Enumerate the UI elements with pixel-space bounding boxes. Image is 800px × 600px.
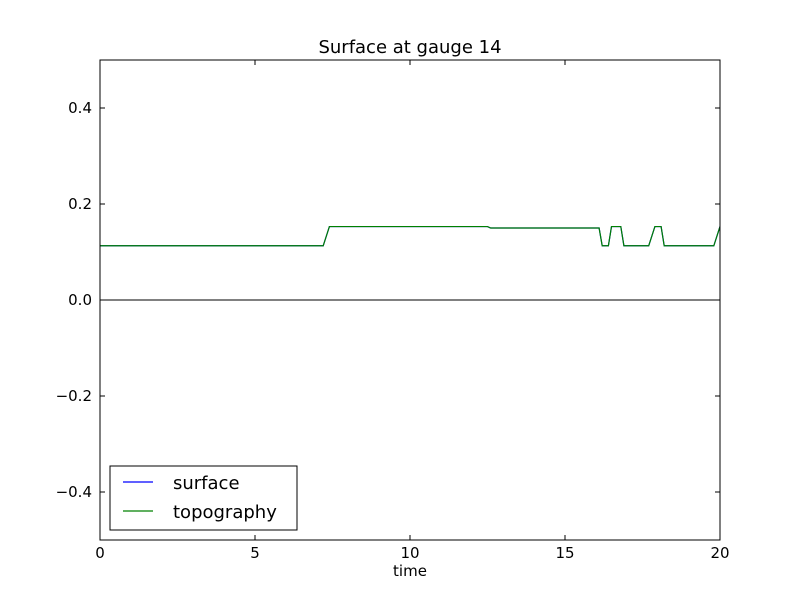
series-line-topography bbox=[100, 225, 721, 247]
y-tick-label: 0.4 bbox=[68, 99, 92, 117]
chart-title: Surface at gauge 14 bbox=[318, 37, 501, 58]
legend-label-topography: topography bbox=[173, 502, 277, 523]
x-tick-label: 20 bbox=[710, 544, 729, 562]
x-tick-label: 0 bbox=[95, 544, 105, 562]
legend-label-surface: surface bbox=[173, 473, 240, 494]
x-tick-label: 5 bbox=[250, 544, 260, 562]
y-tick-label: 0.0 bbox=[68, 291, 92, 309]
series-layer bbox=[100, 225, 721, 247]
legend-box bbox=[109, 465, 298, 531]
x-ticks: 0 5 10 15 20 bbox=[95, 60, 730, 562]
x-tick-label: 10 bbox=[400, 544, 419, 562]
y-tick-label: −0.2 bbox=[56, 387, 92, 405]
x-axis-label: time bbox=[393, 562, 427, 580]
y-tick-label: −0.4 bbox=[56, 483, 92, 501]
legend: surface topography bbox=[109, 465, 298, 531]
x-tick-label: 15 bbox=[555, 544, 574, 562]
y-tick-label: 0.2 bbox=[68, 195, 92, 213]
y-ticks: −0.4 −0.2 0.0 0.2 0.4 bbox=[56, 99, 720, 501]
